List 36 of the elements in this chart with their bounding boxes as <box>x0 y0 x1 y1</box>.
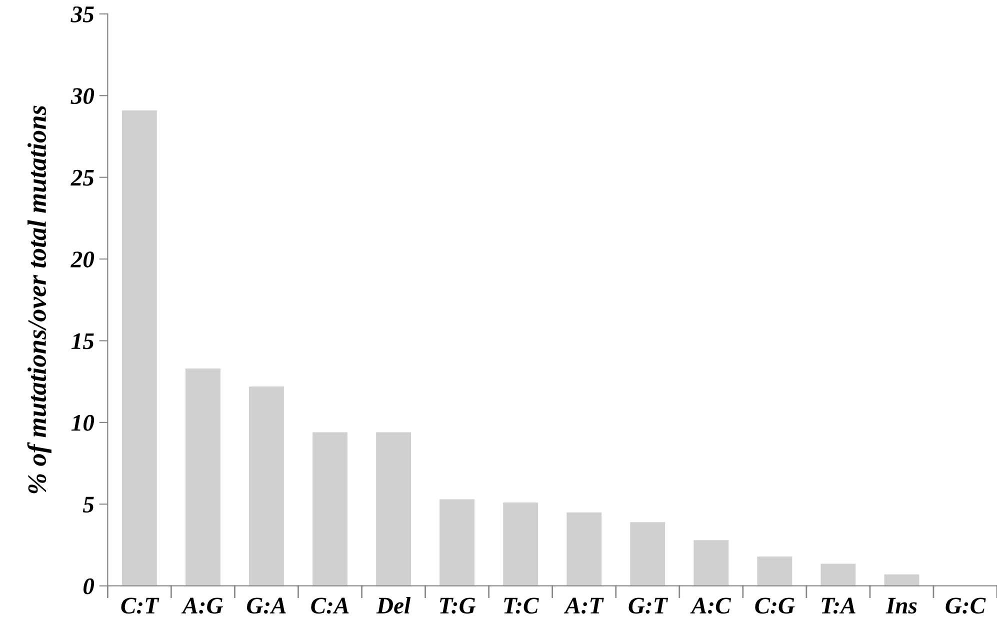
bar <box>757 556 792 586</box>
bar <box>249 386 284 586</box>
x-tick-label: G:T <box>628 598 668 614</box>
y-tick-label: 10 <box>71 414 94 431</box>
x-tick-label: T:G <box>440 598 476 614</box>
bar <box>312 432 348 586</box>
x-tick-label: Del <box>376 596 411 614</box>
bar <box>566 512 602 586</box>
y-tick-label: 5 <box>82 496 94 513</box>
y-tick-label: 25 <box>70 170 94 186</box>
bar <box>630 522 666 586</box>
bar <box>694 540 729 586</box>
bar <box>503 502 538 586</box>
x-tick-label: G:A <box>246 598 286 614</box>
bar <box>185 368 220 586</box>
x-tick-label: C:G <box>755 598 795 614</box>
x-tick-label: A:C <box>690 598 732 614</box>
x-tick-label: C:T <box>121 598 160 614</box>
x-tick-label: A:T <box>564 598 604 614</box>
x-tick-label: G:C <box>946 598 986 614</box>
y-tick-label: 30 <box>70 88 94 104</box>
bar <box>376 432 411 586</box>
y-tick-label: 35 <box>70 6 94 22</box>
y-tick-label: 15 <box>71 333 94 350</box>
bar <box>884 574 920 586</box>
y-tick-label: 20 <box>70 252 94 268</box>
bar <box>122 110 157 586</box>
bar <box>820 564 856 586</box>
bar <box>440 499 475 586</box>
x-tick-label: C:A <box>311 598 349 614</box>
y-tick-label: 0 <box>83 578 94 594</box>
x-tick-label: T:C <box>504 598 539 614</box>
x-tick-label: A:G <box>181 598 224 614</box>
x-tick-label: Ins <box>886 598 917 614</box>
y-axis-title: % of mutations/over total mutations <box>27 106 52 494</box>
x-tick-label: T:A <box>822 598 856 614</box>
